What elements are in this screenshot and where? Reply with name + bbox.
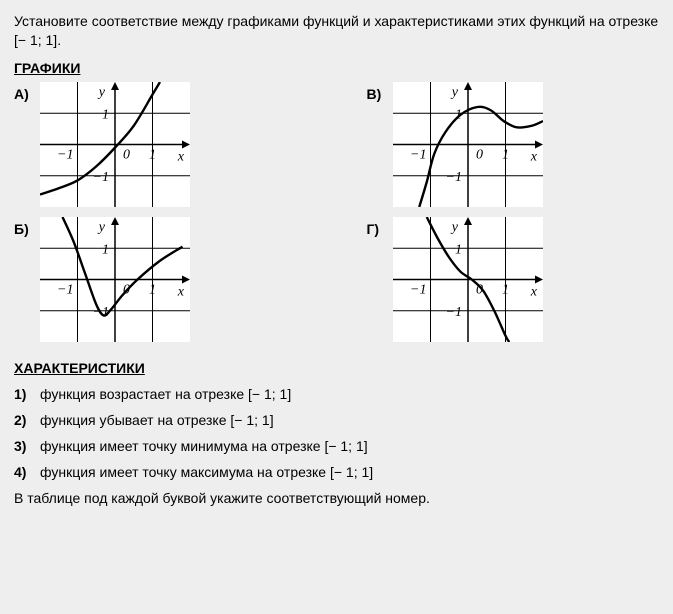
graph-svg-b: yx0−111−1 [40,217,190,342]
graph-label-g: Г) [367,217,393,237]
svg-text:−1: −1 [93,170,109,185]
svg-text:y: y [449,220,458,235]
svg-text:1: 1 [149,282,156,297]
option-text-3: функция имеет точку минимума на отрезке … [40,438,368,454]
svg-text:y: y [97,85,106,100]
option-num-4: 4) [14,464,40,480]
svg-text:0: 0 [476,147,483,162]
svg-text:1: 1 [102,107,109,122]
option-text-1: функция возрастает на отрезке [− 1; 1] [40,386,291,402]
svg-text:y: y [97,220,106,235]
option-row-4: 4) функция имеет точку максимума на отре… [14,464,659,480]
option-row-3: 3) функция имеет точку минимума на отрез… [14,438,659,454]
graph-cell-g: Г) yx0−111−1 [367,217,660,342]
options-list: 1) функция возрастает на отрезке [− 1; 1… [14,386,659,480]
svg-text:y: y [449,85,458,100]
svg-text:−1: −1 [445,305,461,320]
svg-text:x: x [529,149,537,164]
option-text-4: функция имеет точку максимума на отрезке… [40,464,373,480]
svg-text:−1: −1 [445,170,461,185]
graph-box-a: y x 0 −1 1 1 −1 [40,82,190,207]
option-row-1: 1) функция возрастает на отрезке [− 1; 1… [14,386,659,402]
graph-label-v: В) [367,82,393,102]
svg-text:−1: −1 [410,147,426,162]
option-text-2: функция убывает на отрезке [− 1; 1] [40,412,274,428]
problem-prompt: Установите соответствие между графиками … [14,12,659,50]
svg-text:−1: −1 [57,147,73,162]
svg-text:1: 1 [502,147,509,162]
prompt-prefix: Установите соответствие между графиками … [14,13,658,29]
svg-text:−1: −1 [57,282,73,297]
svg-text:0: 0 [123,147,130,162]
svg-text:x: x [529,284,537,299]
graph-box-g: yx0−111−1 [393,217,543,342]
graph-box-v: yx0−111−1 [393,82,543,207]
graph-label-b: Б) [14,217,40,237]
graphs-grid: А) y x 0 −1 1 1 −1 В) y x 0 −1 1 1 −1 Б) y x 0 −1 1 1 −1 Г… [14,82,659,342]
graph-cell-a: А) y x 0 −1 1 1 −1 [14,82,307,207]
svg-text:1: 1 [149,147,156,162]
characteristics-heading: ХАРАКТЕРИСТИКИ [14,360,659,376]
graph-label-a: А) [14,82,40,102]
graphs-heading: ГРАФИКИ [14,60,659,76]
graph-svg-v: yx0−111−1 [393,82,543,207]
option-num-2: 2) [14,412,40,428]
svg-text:x: x [177,149,185,164]
graph-svg-g: yx0−111−1 [393,217,543,342]
svg-text:−1: −1 [410,282,426,297]
svg-text:x: x [177,284,185,299]
graph-box-b: yx0−111−1 [40,217,190,342]
option-num-1: 1) [14,386,40,402]
svg-text:1: 1 [502,282,509,297]
prompt-interval: [− 1; 1] [14,32,57,48]
footer-instruction: В таблице под каждой буквой укажите соот… [14,490,659,506]
option-num-3: 3) [14,438,40,454]
graph-svg-a: y x 0 −1 1 1 −1 [40,82,190,207]
prompt-suffix: . [57,32,61,48]
graph-cell-v: В) yx0−111−1 [367,82,660,207]
svg-text:1: 1 [455,242,462,257]
graph-cell-b: Б) yx0−111−1 [14,217,307,342]
svg-text:1: 1 [102,242,109,257]
option-row-2: 2) функция убывает на отрезке [− 1; 1] [14,412,659,428]
